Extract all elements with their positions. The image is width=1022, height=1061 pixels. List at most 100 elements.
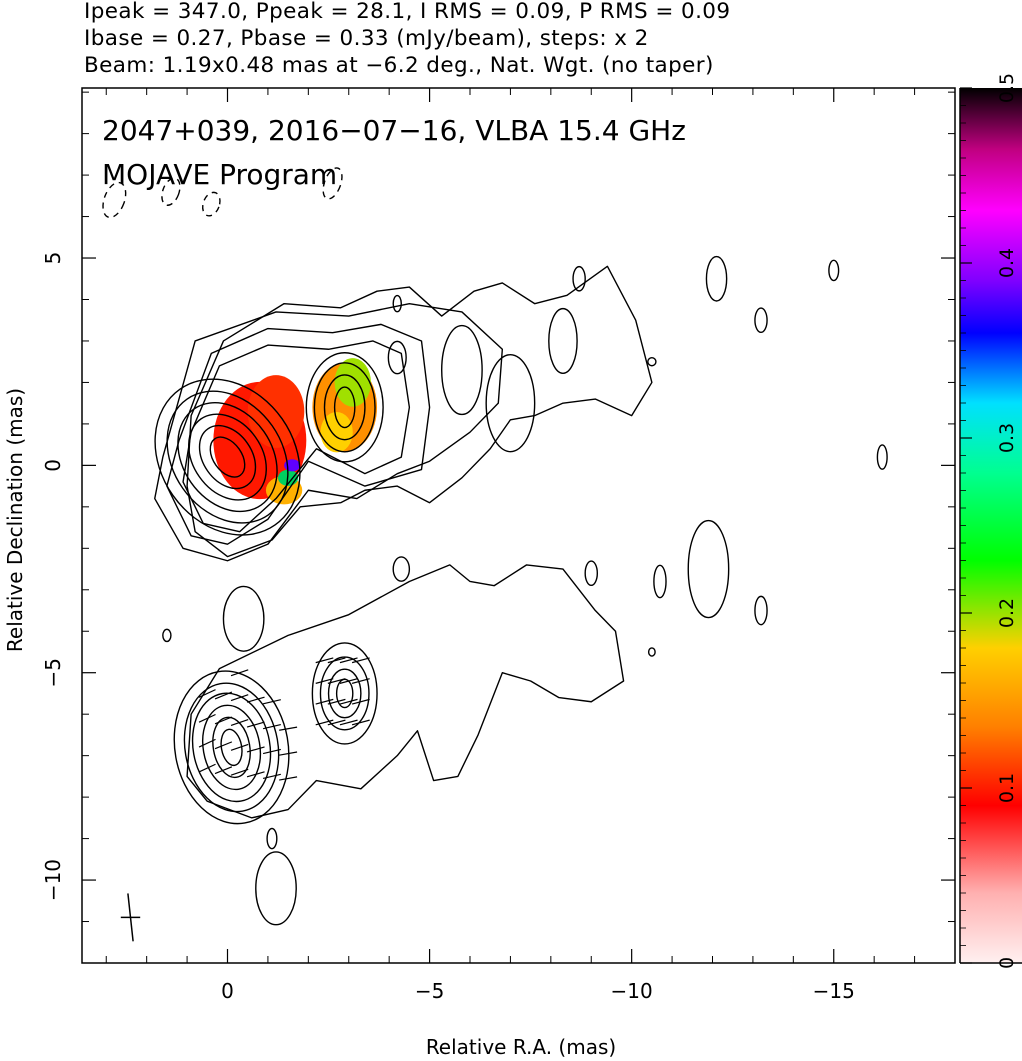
isolated-contour bbox=[705, 255, 728, 302]
evpa-stick bbox=[339, 719, 358, 726]
evpa-stick bbox=[351, 678, 370, 684]
beam-major-axis bbox=[127, 893, 134, 942]
y-tick-label: −5 bbox=[41, 658, 65, 687]
pol-isolated-contour bbox=[392, 556, 411, 582]
evpa-stick bbox=[315, 657, 334, 664]
evpa-stick bbox=[230, 743, 249, 751]
evpa-stick bbox=[214, 691, 233, 700]
isolated-contour bbox=[392, 294, 402, 313]
evpa-stick bbox=[214, 716, 233, 725]
pol-isolated-contour bbox=[222, 585, 265, 652]
pol-knot-contour bbox=[311, 642, 378, 745]
evpa-stick bbox=[339, 657, 358, 664]
isolated-contour bbox=[441, 324, 483, 416]
pol-isolated-contour bbox=[162, 628, 172, 643]
evpa-stick bbox=[315, 719, 334, 726]
evpa-stick bbox=[327, 719, 346, 726]
outer-contour bbox=[182, 340, 411, 533]
evpa-stick bbox=[327, 678, 346, 684]
y-axis-label: Relative Declination (mas) bbox=[3, 388, 27, 652]
core-contour bbox=[166, 390, 289, 524]
colorbar-tick-label: 0.1 bbox=[996, 773, 1018, 803]
evpa-stick bbox=[198, 763, 216, 773]
evpa-stick bbox=[315, 678, 334, 684]
evpa-stick bbox=[198, 738, 216, 748]
colorbar-ticks: 0 0.1 0.2 0.3 0.4 0.5 bbox=[960, 73, 1018, 969]
core-contour bbox=[198, 424, 257, 490]
knot-contour bbox=[305, 352, 384, 463]
evpa-stick bbox=[198, 713, 216, 723]
header-line-2: Ibase = 0.27, Pbase = 0.33 (mJy/beam), s… bbox=[84, 26, 649, 51]
chart-subtitle: MOJAVE Program bbox=[102, 158, 337, 191]
pol-isolated-contour bbox=[266, 827, 278, 850]
evpa-stick bbox=[279, 776, 298, 781]
knot-contour bbox=[313, 362, 376, 453]
y-tick-label: −10 bbox=[41, 859, 65, 901]
x-tick-label: 0 bbox=[221, 979, 234, 1003]
x-axis-label: Relative R.A. (mas) bbox=[426, 1035, 616, 1059]
fractional-polarization-color bbox=[213, 358, 378, 505]
evpa-stick bbox=[230, 768, 249, 776]
evpa-stick bbox=[246, 696, 265, 703]
evpa-stick bbox=[351, 698, 370, 705]
evpa-stick bbox=[230, 694, 249, 702]
colorbar-tick-label: 0 bbox=[996, 957, 1018, 969]
isolated-contour bbox=[572, 265, 586, 292]
chart-title: 2047+039, 2016−07−16, VLBA 15.4 GHz bbox=[102, 114, 686, 147]
pol-color-knot-yellow bbox=[320, 411, 353, 453]
pol-core-contour bbox=[173, 670, 290, 825]
evpa-stick bbox=[214, 766, 233, 775]
evpa-stick bbox=[279, 751, 298, 756]
jet-envelope-contour bbox=[186, 265, 653, 558]
pol-core-contour bbox=[202, 704, 262, 791]
evpa-stick bbox=[262, 748, 281, 755]
beam-marker bbox=[120, 893, 141, 942]
isolated-contour bbox=[754, 307, 768, 334]
pol-envelope-contour bbox=[186, 564, 625, 819]
evpa-stick bbox=[262, 723, 281, 730]
isolated-contour bbox=[828, 259, 840, 282]
colorbar bbox=[960, 88, 1022, 963]
negative-contour bbox=[161, 177, 181, 206]
isolated-contour bbox=[876, 444, 888, 470]
plot-frame bbox=[81, 87, 956, 964]
pol-core-contour bbox=[191, 692, 272, 803]
pol-isolated-contour bbox=[687, 519, 730, 619]
evpa-stick bbox=[351, 657, 370, 664]
evpa-stick bbox=[327, 698, 346, 705]
isolated-contour bbox=[647, 356, 657, 367]
pol-isolated-contour bbox=[255, 851, 297, 926]
evpa-stick bbox=[198, 689, 216, 698]
pol-knot-contour bbox=[327, 668, 362, 719]
plot-content bbox=[102, 167, 888, 942]
x-tick-label: −15 bbox=[813, 979, 855, 1003]
isolated-contour bbox=[548, 307, 578, 374]
outer-contour bbox=[154, 302, 504, 562]
evpa-stick bbox=[339, 698, 358, 705]
pol-isolated-contour bbox=[754, 595, 768, 626]
knot-contour bbox=[333, 386, 356, 429]
evpa-stick bbox=[246, 771, 265, 778]
colorbar-tick-label: 0.4 bbox=[996, 248, 1018, 278]
evpa-stick bbox=[327, 657, 346, 664]
evpa-stick bbox=[262, 773, 281, 780]
evpa-stick bbox=[351, 719, 370, 726]
negative-contour bbox=[102, 181, 127, 219]
evpa-stick bbox=[246, 746, 265, 753]
evpa-stick bbox=[279, 726, 298, 731]
pol-core-contour bbox=[212, 716, 251, 779]
pol-core-contour bbox=[183, 682, 280, 813]
y-tick-label: 5 bbox=[41, 252, 65, 265]
evpa-stick bbox=[230, 669, 249, 677]
pol-isolated-contour bbox=[647, 647, 656, 657]
evpa-sticks bbox=[198, 657, 370, 781]
x-tick-label: −10 bbox=[611, 979, 653, 1003]
axis-ticks: 0 −5 −10 −15 5 0 −5 −10 bbox=[41, 88, 955, 1003]
negative-contour bbox=[322, 167, 343, 200]
colorbar-tick-label: 0.5 bbox=[996, 73, 1018, 103]
colorbar-tick-label: 0.2 bbox=[996, 598, 1018, 628]
core-contour bbox=[188, 413, 267, 501]
pol-core-contour bbox=[220, 728, 243, 767]
negative-contour bbox=[201, 191, 221, 217]
